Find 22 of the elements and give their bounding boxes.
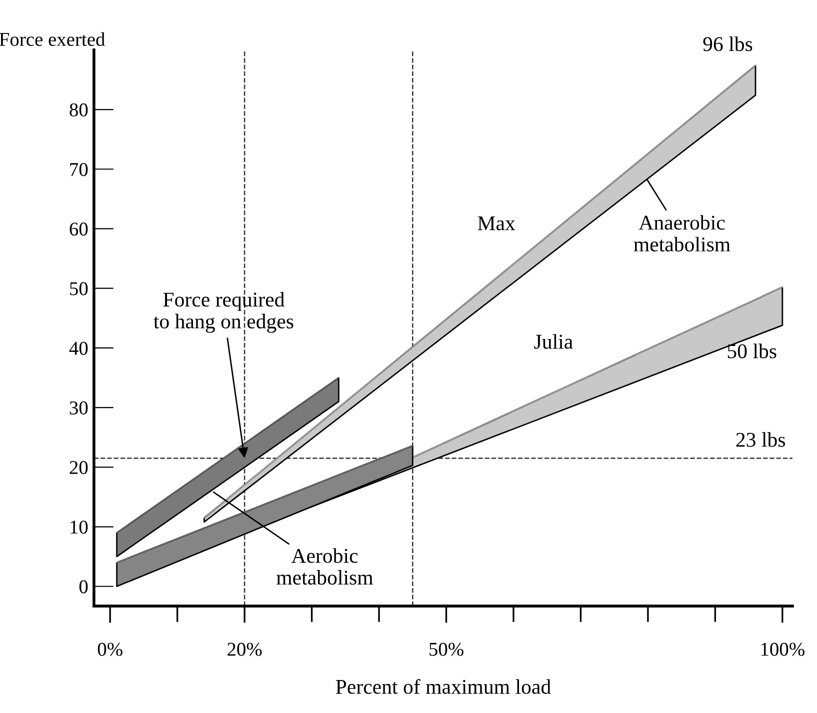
ref-line-label: 23 lbs	[736, 432, 786, 447]
y-tick-label: 80	[70, 103, 88, 116]
y-tick-label: 10	[70, 520, 88, 534]
series-label: Julia	[534, 334, 573, 349]
y-tick-label: 60	[70, 222, 88, 236]
annotation: 50 lbs	[728, 344, 776, 358]
y-tick-label: 20	[70, 460, 88, 474]
y-tick-label: 70	[70, 162, 88, 176]
y-tick-label: 30	[70, 401, 88, 414]
annotation: 96 lbs	[703, 36, 752, 52]
annotation: Force required to hang on edges	[154, 292, 294, 333]
annotation: Aerobic metabolism	[276, 548, 374, 585]
x-tick-label: 0%	[98, 642, 122, 656]
y-tick-label: 50	[70, 282, 88, 296]
series-label: Max	[478, 216, 516, 230]
x-tick-label: 20%	[228, 642, 262, 656]
y-tick-label: 0	[79, 580, 88, 594]
annotation: Anaerobic metabolism	[634, 215, 730, 252]
x-axis-title: Percent of maximum load	[336, 679, 551, 694]
x-tick-label: 50%	[430, 642, 464, 656]
x-tick-label: 100%	[761, 642, 804, 656]
y-tick-label: 40	[69, 342, 88, 355]
